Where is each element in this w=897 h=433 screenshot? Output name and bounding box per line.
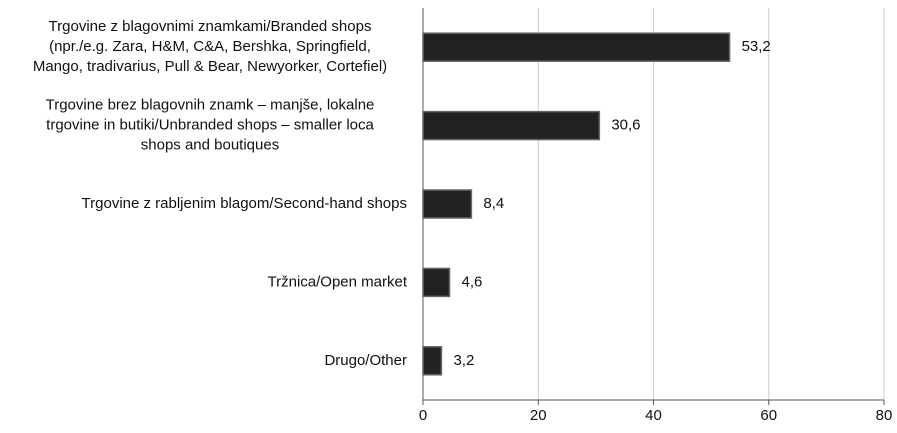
y-tick-label: Trgovine brez blagovnih znamk – manjše, … [46,97,375,114]
value-label: 53,2 [742,38,771,55]
bar [422,189,473,219]
x-tick-label: 60 [760,407,777,424]
y-tick-label: trgovine in butiki/Unbranded shops – sma… [46,117,374,134]
y-tick-label: Drugo/Other [324,352,407,369]
y-tick-label: (npr./e.g. Zara, H&M, C&A, Bershka, Spri… [49,38,371,55]
y-tick-label: Trgovine z blagovnimi znamkami/Branded s… [49,18,372,35]
x-tick-label: 80 [876,407,893,424]
bar [422,346,443,376]
bar [422,267,451,298]
x-tick-label: 40 [645,407,662,424]
value-label: 30,6 [611,117,640,134]
y-tick-label: Mango, tradivarius, Pull & Bear, Newyork… [33,58,387,75]
y-tick-label: Tržnica/Open market [268,273,408,290]
x-tick-label: 20 [530,407,547,424]
bar [422,110,601,141]
value-label: 8,4 [483,195,504,212]
value-label: 3,2 [453,352,474,369]
bar [422,32,731,62]
y-tick-label: shops and boutiques [141,137,279,154]
value-label: 4,6 [462,273,483,290]
x-tick-label: 0 [419,407,427,424]
y-tick-label: Trgovine z rabljenim blagom/Second-hand … [82,195,407,212]
